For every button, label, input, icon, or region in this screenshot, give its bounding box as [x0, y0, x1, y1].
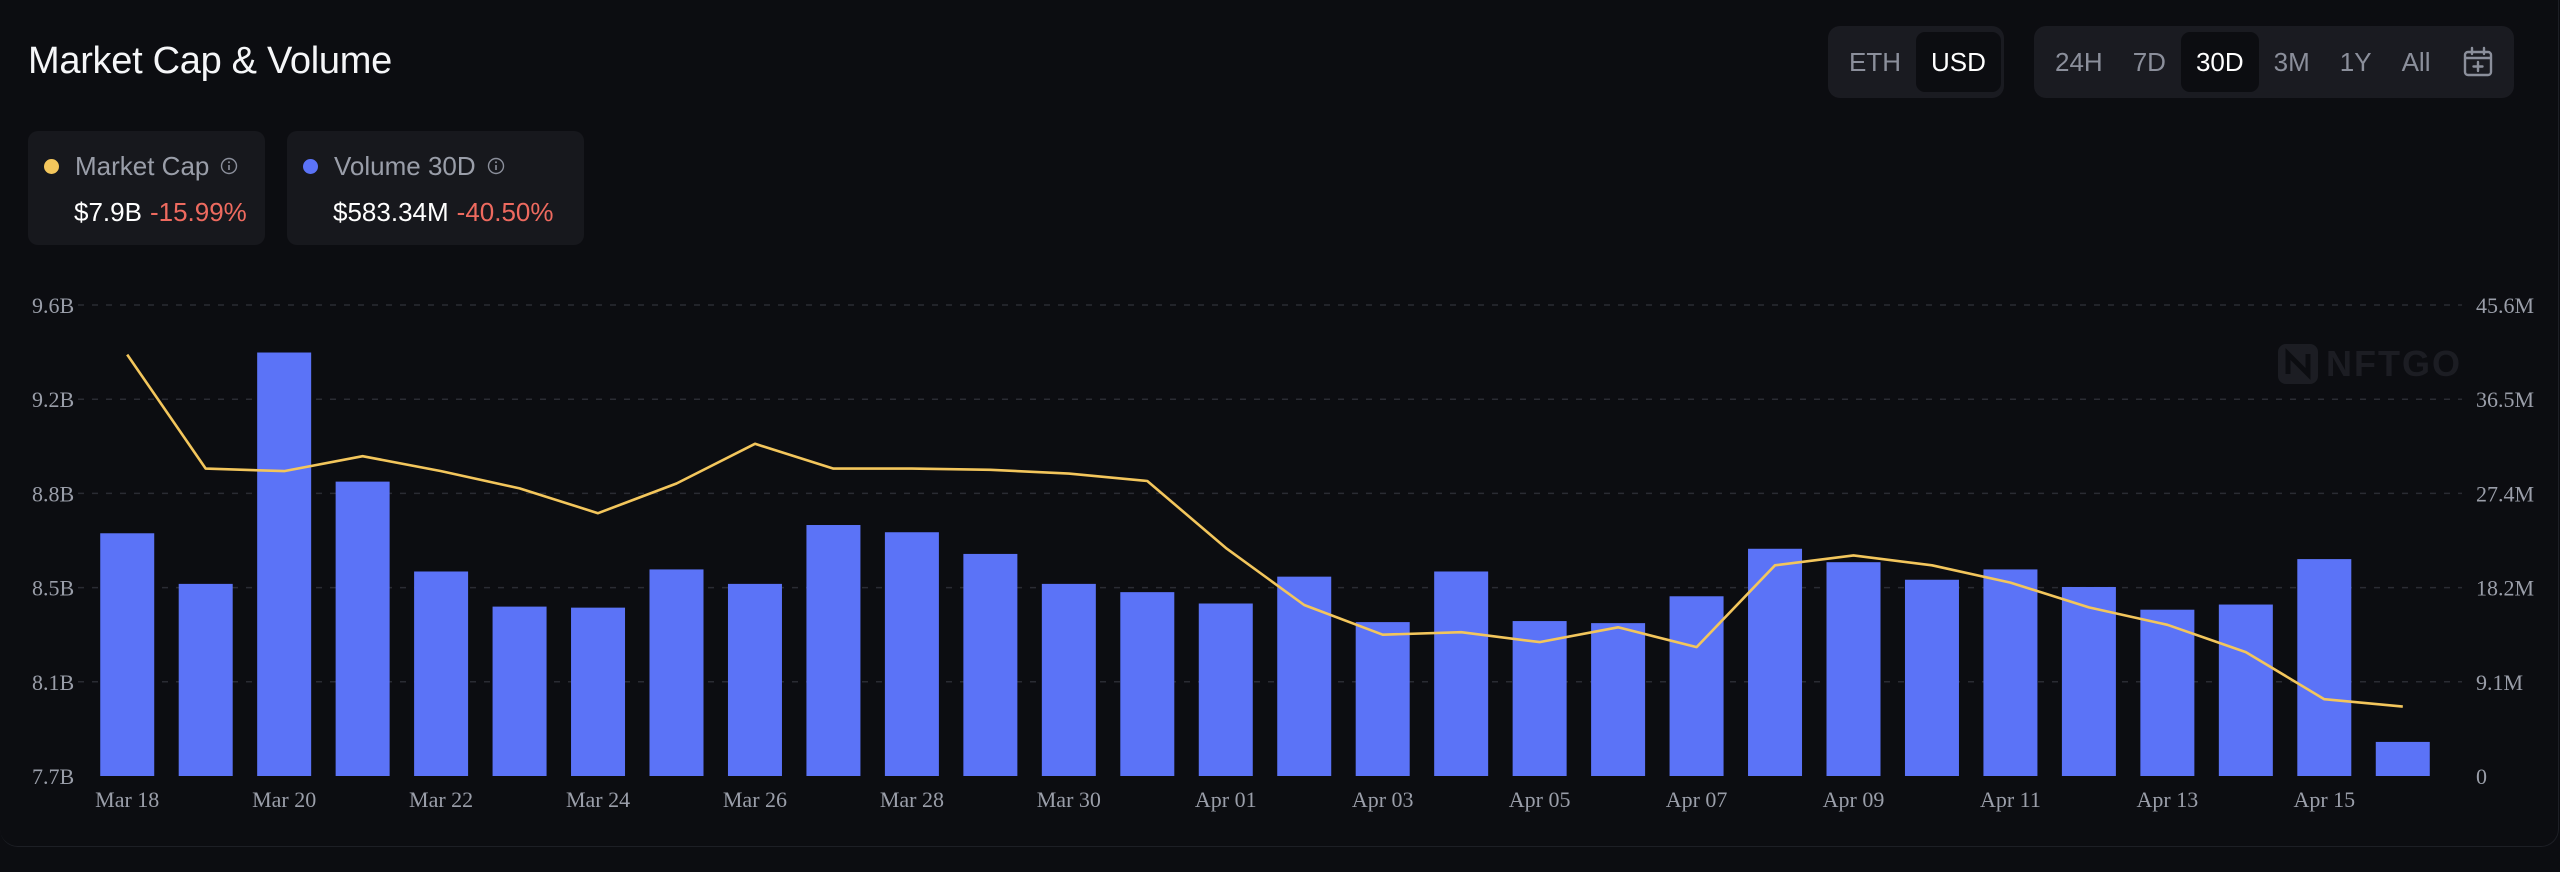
x-tick-label: Apr 11 — [1980, 787, 2041, 812]
x-tick-label: Mar 28 — [880, 787, 944, 812]
volume-value: $583.34M — [333, 196, 449, 227]
volume-bar — [492, 606, 547, 776]
volume-bar — [2375, 741, 2430, 776]
volume-bar — [1277, 576, 1332, 776]
y-left-tick-label: 9.6B — [32, 293, 74, 318]
volume-bar — [1198, 603, 1253, 776]
volume-bar — [257, 352, 312, 776]
range-option-all[interactable]: All — [2401, 46, 2431, 77]
x-tick-label: Mar 18 — [95, 787, 159, 812]
x-tick-label: Mar 20 — [252, 787, 316, 812]
watermark-text: NFTGO — [2326, 343, 2462, 384]
y-right-tick-label: 0 — [2476, 764, 2487, 789]
market-cap-stat: Market Cap $7.9B -15.99% — [28, 131, 265, 245]
market-cap-change: -15.99% — [149, 196, 247, 227]
volume-bar — [1591, 623, 1646, 776]
x-tick-label: Apr 07 — [1666, 787, 1728, 812]
volume-legend-dot — [303, 158, 318, 174]
range-option-3m[interactable]: 3M — [2273, 46, 2310, 77]
volume-bar — [2297, 559, 2352, 776]
volume-bar — [884, 532, 939, 776]
market-cap-legend-dot — [44, 158, 59, 174]
volume-bar — [100, 533, 155, 776]
range-option-7d[interactable]: 7D — [2132, 46, 2166, 77]
volume-bar — [1826, 562, 1881, 776]
volume-bar — [414, 571, 469, 776]
volume-label: Volume 30D — [334, 150, 476, 181]
market-cap-value: $7.9B — [74, 196, 142, 227]
time-range-toggle: 24H 7D 30D 3M 1Y All — [2034, 26, 2514, 98]
volume-bar — [571, 607, 626, 776]
volume-bar — [1120, 592, 1175, 776]
range-option-24h[interactable]: 24H — [2055, 46, 2103, 77]
volume-bar — [2140, 609, 2195, 776]
volume-change: -40.50% — [456, 196, 554, 227]
y-left-tick-label: 8.8B — [32, 481, 74, 506]
x-tick-label: Apr 09 — [1823, 787, 1885, 812]
x-tick-label: Apr 13 — [2137, 787, 2199, 812]
x-tick-label: Mar 24 — [566, 787, 630, 812]
y-left-tick-label: 8.5B — [32, 576, 74, 601]
volume-bar — [963, 553, 1018, 776]
x-tick-label: Apr 01 — [1195, 787, 1257, 812]
volume-bar — [649, 569, 704, 776]
range-option-1y[interactable]: 1Y — [2339, 46, 2372, 77]
volume-bar — [178, 583, 233, 776]
info-icon[interactable] — [487, 157, 505, 175]
volume-bar — [1904, 579, 1959, 776]
volume-bar — [2061, 586, 2116, 776]
x-tick-label: Mar 22 — [409, 787, 473, 812]
volume-bar — [1434, 571, 1489, 776]
calendar-icon[interactable] — [2446, 32, 2510, 92]
volume-bar — [727, 583, 782, 776]
market-cap-label: Market Cap — [75, 150, 210, 181]
x-tick-label: Apr 05 — [1509, 787, 1571, 812]
x-tick-label: Apr 15 — [2293, 787, 2355, 812]
y-right-tick-label: 36.5M — [2476, 387, 2534, 412]
volume-bar — [1669, 596, 1724, 776]
y-left-tick-label: 8.1B — [32, 670, 74, 695]
y-right-tick-label: 9.1M — [2476, 670, 2523, 695]
x-tick-label: Mar 30 — [1037, 787, 1101, 812]
volume-bar — [1041, 583, 1096, 776]
range-option-30d[interactable]: 30D — [2180, 32, 2259, 92]
y-right-tick-label: 27.4M — [2476, 481, 2534, 506]
x-tick-label: Apr 03 — [1352, 787, 1414, 812]
volume-stat: Volume 30D $583.34M -40.50% — [287, 131, 584, 245]
currency-option-eth[interactable]: ETH — [1849, 46, 1901, 77]
volume-bar — [2218, 604, 2273, 776]
page-title: Market Cap & Volume — [28, 40, 392, 82]
market-cap-volume-chart: 7.7B 0 8.1B 9.1M 8.5B 18.2M 8.8B 27.4M 9.2B 36.5M… — [32, 293, 2534, 812]
nftgo-logo-icon — [2278, 344, 2318, 384]
y-left-tick-label: 7.7B — [32, 764, 74, 789]
y-left-tick-label: 9.2B — [32, 387, 74, 412]
market-cap-line — [126, 353, 2403, 708]
volume-bar — [1748, 548, 1803, 776]
volume-bar — [1983, 569, 2038, 776]
x-tick-label: Mar 26 — [723, 787, 787, 812]
nftgo-watermark: NFTGO — [2276, 342, 2462, 386]
volume-bar — [1355, 622, 1410, 776]
y-right-tick-label: 45.6M — [2476, 293, 2534, 318]
info-icon[interactable] — [220, 157, 238, 175]
currency-toggle: ETH USD — [1828, 26, 2004, 98]
volume-bar — [1512, 621, 1567, 776]
y-right-tick-label: 18.2M — [2476, 576, 2534, 601]
currency-option-usd[interactable]: USD — [1916, 32, 2001, 92]
volume-bar — [806, 525, 861, 776]
volume-bar — [335, 481, 390, 776]
